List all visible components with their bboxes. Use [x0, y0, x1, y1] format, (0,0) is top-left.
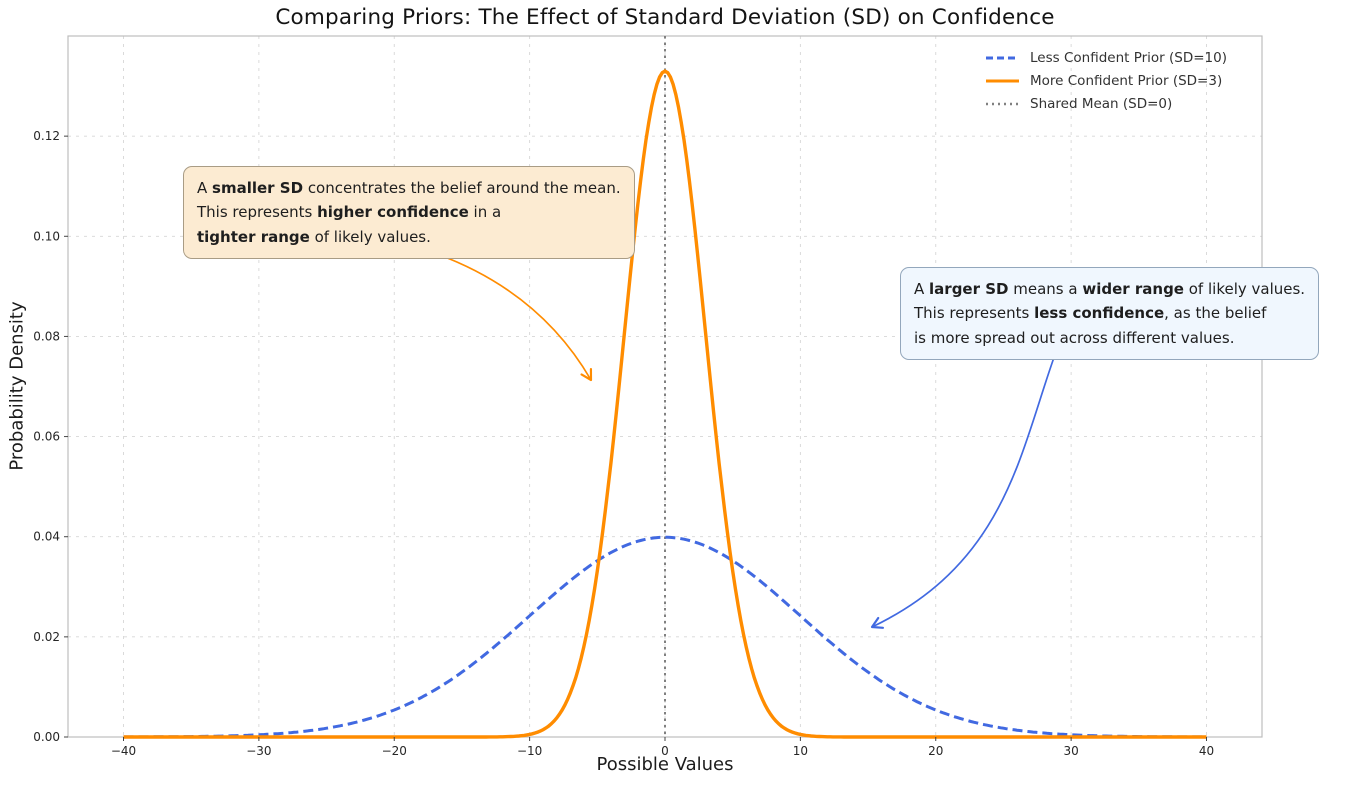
annotation-text: in a: [468, 203, 502, 222]
annotation-arrow-larger-sd: [870, 348, 1058, 629]
annotation-line: tighter range of likely values.: [197, 225, 621, 249]
legend-item: Shared Mean (SD=0): [984, 95, 1227, 112]
annotation-text: means a: [1008, 280, 1083, 298]
annotation-text-bold: higher confidence: [317, 203, 469, 222]
annotation-arrow-smaller-sd: [436, 253, 593, 382]
x-tick-label: 0: [661, 744, 669, 758]
legend-label: Less Confident Prior (SD=10): [1030, 49, 1228, 66]
x-tick-label: −40: [111, 744, 136, 758]
annotation-line: This represents higher confidence in a: [197, 200, 621, 224]
annotation-text-bold: smaller SD: [212, 179, 304, 197]
annotation-text: This represents: [914, 304, 1035, 323]
curve-sd-10: [123, 535, 1207, 739]
y-tick-label: 0.12: [33, 129, 60, 143]
y-tick-label: 0.02: [33, 630, 60, 644]
legend-label: Shared Mean (SD=0): [1030, 95, 1173, 112]
annotation-text: This represents: [197, 203, 318, 222]
x-tick-label: 10: [793, 744, 808, 758]
annotation-line: A smaller SD concentrates the belief aro…: [197, 176, 621, 200]
x-tick-label: −10: [517, 744, 542, 758]
y-tick-label: 0.04: [33, 530, 60, 544]
x-tick-label: 20: [928, 744, 943, 758]
annotation-line: This represents less confidence, as the …: [914, 301, 1305, 325]
y-tick-label: 0.08: [33, 329, 60, 343]
y-tick-label: 0.06: [33, 430, 60, 444]
y-tick-label: 0.00: [33, 730, 60, 744]
x-axis-label: Possible Values: [596, 754, 734, 775]
annotation-text: A: [197, 179, 213, 197]
y-tick-label: 0.10: [33, 229, 60, 243]
annotation-text: , as the belief: [1164, 304, 1267, 323]
curve-sd-3: [123, 69, 1207, 739]
annotation-larger-sd: A larger SD means a wider range of likel…: [900, 267, 1320, 360]
annotation-text: is more spread out across different valu…: [914, 328, 1235, 347]
legend: Less Confident Prior (SD=10) More Confide…: [984, 49, 1228, 112]
legend-item: More Confident Prior (SD=3): [984, 72, 1227, 89]
legend-line-sample: [986, 79, 1019, 82]
x-tick-label: 30: [1063, 744, 1078, 758]
annotation-text-bold: tighter range: [197, 227, 310, 246]
legend-label: More Confident Prior (SD=3): [1030, 72, 1223, 89]
x-tick-label: −30: [246, 744, 271, 758]
annotation-text-bold: larger SD: [929, 280, 1009, 298]
annotation-text: concentrates the belief around the mean.: [303, 179, 621, 197]
annotation-text-bold: less confidence: [1034, 304, 1165, 323]
annotation-line: is more spread out across different valu…: [914, 326, 1305, 350]
x-tick-label: −20: [382, 744, 407, 758]
x-tick-label: 40: [1199, 744, 1214, 758]
legend-line-sample: [986, 102, 1019, 105]
annotation-line: A larger SD means a wider range of likel…: [914, 277, 1305, 301]
annotation-text: A: [914, 280, 930, 298]
y-axis-label: Probability Density: [6, 301, 28, 471]
legend-item: Less Confident Prior (SD=10): [984, 49, 1228, 66]
annotation-text-bold: wider range: [1082, 280, 1184, 298]
annotation-text: of likely values.: [1183, 280, 1306, 298]
chart-title: Comparing Priors: The Effect of Standard…: [275, 5, 1055, 30]
annotation-smaller-sd: A smaller SD concentrates the belief aro…: [183, 166, 635, 259]
legend-line-sample: [986, 56, 1019, 59]
annotation-text: of likely values.: [309, 227, 431, 246]
